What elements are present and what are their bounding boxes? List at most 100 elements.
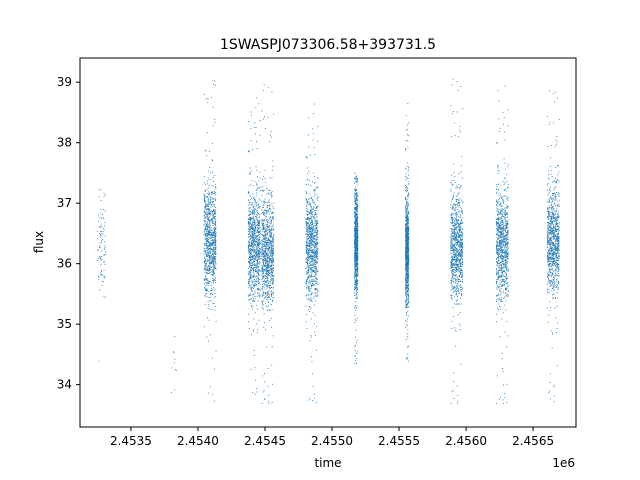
data-point: [209, 300, 211, 302]
data-point: [356, 276, 358, 277]
data-point: [356, 244, 358, 245]
data-point: [261, 219, 263, 221]
data-point: [317, 219, 319, 221]
data-point: [308, 237, 310, 239]
data-point: [266, 234, 268, 236]
data-point: [208, 198, 210, 200]
data-point: [101, 256, 103, 258]
data-point: [262, 90, 264, 92]
data-point: [256, 239, 257, 241]
data-point: [264, 256, 266, 258]
data-point: [355, 236, 357, 237]
data-point: [212, 252, 214, 254]
data-point: [270, 242, 272, 244]
data-point: [267, 221, 269, 223]
data-point: [261, 279, 263, 280]
data-point: [317, 232, 319, 234]
data-point: [316, 230, 318, 232]
data-point: [307, 277, 309, 279]
data-point: [206, 235, 208, 236]
data-point: [265, 201, 267, 203]
data-point: [305, 204, 307, 206]
data-point: [266, 259, 268, 261]
data-point: [263, 276, 265, 278]
data-point: [309, 234, 311, 235]
data-point: [256, 245, 258, 247]
data-point: [203, 326, 205, 328]
data-point: [253, 268, 255, 270]
data-point: [261, 303, 263, 305]
data-point: [253, 285, 255, 286]
data-point: [251, 245, 253, 246]
data-point: [251, 274, 253, 276]
data-point: [254, 260, 256, 262]
data-point: [254, 223, 256, 225]
data-point: [357, 227, 359, 229]
data-point: [355, 336, 357, 338]
data-point: [207, 240, 209, 242]
data-point: [272, 228, 274, 230]
data-point: [212, 211, 214, 213]
data-point: [262, 249, 264, 251]
data-point: [204, 196, 206, 198]
data-point: [311, 228, 313, 230]
data-point: [257, 224, 259, 226]
data-point: [204, 304, 206, 306]
data-point: [311, 226, 312, 228]
data-point: [264, 254, 265, 256]
data-point: [259, 253, 261, 255]
data-point: [354, 360, 356, 361]
data-point: [357, 255, 359, 257]
data-point: [210, 267, 212, 268]
data-point: [261, 301, 263, 302]
data-point: [214, 309, 216, 311]
data-point: [263, 209, 265, 211]
data-point: [314, 271, 316, 273]
data-point: [254, 264, 256, 266]
data-point: [206, 155, 208, 157]
data-point: [272, 280, 274, 282]
data-point: [305, 245, 307, 247]
data-point: [406, 225, 408, 227]
data-point: [204, 205, 206, 207]
data-point: [214, 261, 216, 263]
data-point: [261, 258, 263, 260]
data-point: [266, 248, 268, 250]
data-point: [356, 258, 358, 260]
data-point: [264, 264, 266, 266]
data-point: [309, 254, 311, 256]
data-point: [258, 319, 260, 321]
data-point: [311, 213, 313, 215]
data-point: [355, 211, 356, 213]
data-point: [263, 297, 265, 299]
data-point: [213, 232, 214, 234]
data-point: [311, 255, 313, 256]
data-point: [215, 230, 216, 232]
data-point: [308, 288, 310, 290]
data-point: [267, 201, 269, 202]
data-point: [261, 270, 263, 272]
data-point: [213, 247, 215, 249]
data-point: [215, 267, 216, 269]
data-point: [310, 247, 312, 249]
data-point: [208, 241, 209, 242]
data-point: [311, 271, 313, 273]
data-point: [251, 230, 253, 232]
data-point: [208, 249, 210, 251]
data-point: [249, 265, 251, 267]
data-point: [314, 331, 316, 333]
data-point: [306, 241, 308, 243]
data-point: [312, 260, 314, 262]
data-point: [249, 248, 251, 249]
data-point: [264, 322, 265, 324]
data-point: [205, 262, 207, 264]
data-point: [264, 260, 266, 261]
data-point: [248, 279, 250, 281]
data-point: [214, 260, 216, 262]
data-point: [207, 301, 209, 303]
data-point: [207, 209, 209, 210]
data-point: [268, 245, 270, 247]
data-point: [266, 255, 268, 257]
data-point: [315, 237, 317, 239]
data-point: [212, 231, 214, 233]
